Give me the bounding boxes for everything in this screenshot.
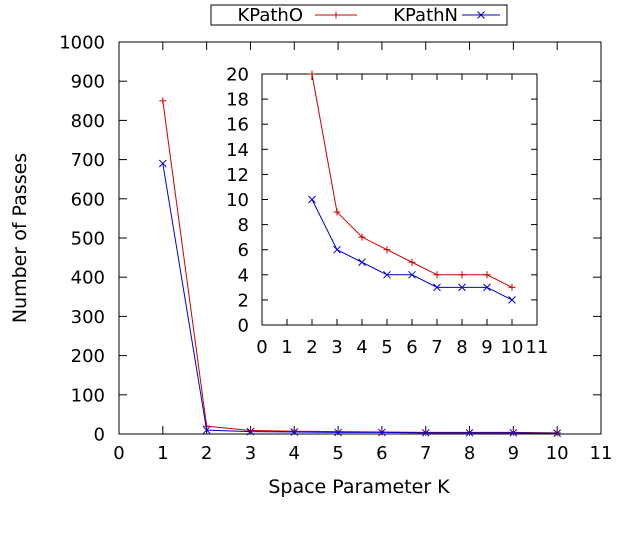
y-tick-label: 6: [238, 240, 249, 261]
x-tick-label: 4: [356, 337, 367, 358]
series-kpathn: [308, 195, 516, 304]
y-tick-label: 600: [71, 189, 105, 210]
y-tick-label: 800: [71, 111, 105, 132]
data-point: [308, 195, 316, 204]
data-point: [553, 429, 562, 438]
y-tick-label: 100: [71, 385, 105, 406]
x-tick-label: 2: [306, 337, 317, 358]
x-tick-label: 8: [464, 443, 475, 464]
y-tick-label: 700: [71, 150, 105, 171]
y-tick-label: 400: [71, 268, 105, 289]
x-tick-label: 9: [481, 337, 492, 358]
x-axis-label: Space Parameter K: [268, 476, 450, 498]
data-point: [383, 246, 391, 254]
data-point: [408, 258, 416, 266]
data-point: [483, 283, 491, 292]
x-tick-label: 5: [332, 443, 343, 464]
data-point: [202, 426, 211, 434]
data-point: [334, 428, 342, 437]
y-tick-label: 2: [238, 290, 249, 311]
y-tick-label: 0: [238, 315, 249, 336]
y-tick-label: 300: [71, 307, 105, 328]
x-tick-label: 11: [526, 337, 549, 358]
y-tick-label: 18: [226, 90, 249, 111]
y-tick-label: 0: [94, 424, 105, 445]
y-axis-label: Number of Passes: [9, 153, 31, 323]
data-point: [159, 97, 167, 105]
x-tick-label: 11: [590, 443, 613, 464]
y-tick-label: 8: [238, 215, 249, 236]
legend-label: KPathN: [393, 5, 458, 26]
data-point: [358, 233, 366, 241]
y-tick-label: 900: [71, 72, 105, 93]
legend-marker: [477, 11, 485, 19]
data-point: [465, 428, 474, 437]
legend-box: [210, 4, 508, 26]
data-point: [421, 428, 430, 437]
legend-marker: [332, 11, 340, 19]
data-point: [334, 428, 342, 436]
y-tick-label: 10: [226, 190, 249, 211]
y-tick-label: 12: [226, 165, 249, 186]
data-point: [483, 271, 491, 279]
series-kpatho: [308, 70, 516, 291]
x-tick-label: 6: [406, 337, 417, 358]
x-tick-label: 6: [376, 443, 387, 464]
data-point: [246, 427, 255, 436]
x-tick-label: 3: [331, 337, 342, 358]
x-tick-label: 10: [501, 337, 524, 358]
legend: KPathO KPathN: [210, 4, 508, 26]
data-point: [408, 270, 416, 279]
series-line: [162, 163, 558, 434]
data-point: [433, 283, 441, 292]
x-tick-label: 10: [546, 443, 569, 464]
y-tick-label: 4: [238, 265, 249, 286]
main-plot: 0 1 2 3 4 5 6 7 8 9 10 1101002003004005006007008009…: [59, 32, 612, 464]
inset-background: [262, 74, 537, 325]
x-tick-label: 3: [245, 443, 256, 464]
x-tick-label: 5: [381, 337, 392, 358]
data-point: [333, 208, 341, 216]
data-point: [508, 296, 516, 304]
legend-label: KPathO: [237, 5, 303, 26]
data-point: [509, 428, 518, 437]
data-point: [290, 428, 299, 436]
x-tick-label: 1: [281, 337, 292, 358]
x-tick-label: 4: [289, 443, 300, 464]
x-tick-label: 2: [201, 443, 212, 464]
data-point: [158, 159, 167, 168]
data-point: [433, 271, 441, 279]
data-point: [458, 271, 466, 279]
y-tick-label: 200: [71, 346, 105, 367]
data-point: [378, 428, 386, 437]
data-point: [458, 283, 466, 292]
data-point: [508, 283, 516, 291]
y-tick-label: 500: [71, 228, 105, 249]
data-point: [308, 70, 316, 78]
data-point: [358, 258, 366, 267]
data-point: [383, 270, 391, 279]
data-point: [333, 245, 341, 254]
data-point: [246, 426, 254, 434]
y-tick-label: 1000: [59, 32, 105, 53]
data-point: [290, 427, 298, 435]
y-tick-label: 14: [226, 140, 249, 161]
y-tick-label: 20: [226, 64, 249, 85]
x-tick-label: 0: [256, 337, 267, 358]
x-tick-label: 0: [113, 443, 124, 464]
y-tick-label: 16: [226, 115, 249, 136]
x-tick-label: 9: [508, 443, 519, 464]
x-tick-label: 1: [157, 443, 168, 464]
x-tick-label: 8: [456, 337, 467, 358]
x-tick-label: 7: [431, 337, 442, 358]
series-kpathn: [158, 159, 562, 438]
x-tick-label: 7: [420, 443, 431, 464]
